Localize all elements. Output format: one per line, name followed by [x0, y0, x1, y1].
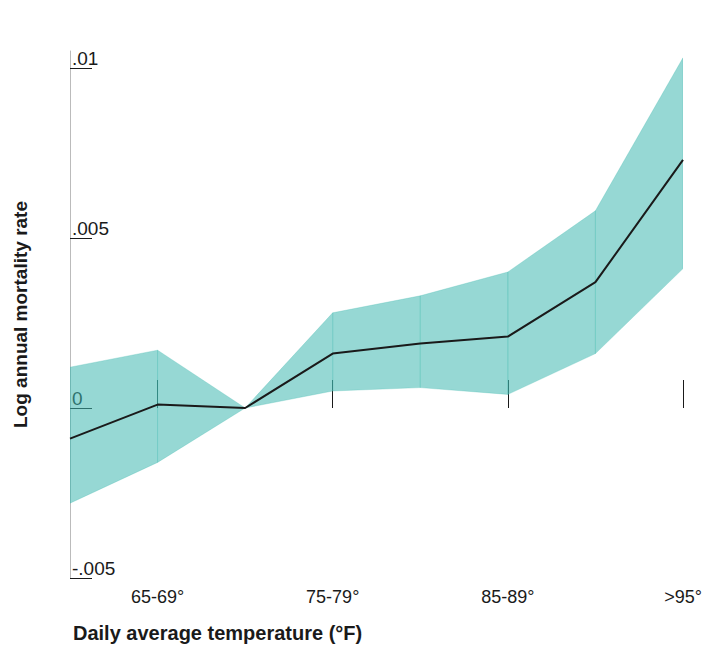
svg-text:.01: .01	[72, 48, 98, 69]
svg-text:75-79°: 75-79°	[306, 587, 359, 607]
svg-text:85-89°: 85-89°	[481, 587, 534, 607]
svg-text:.005: .005	[72, 218, 109, 239]
svg-text:-.005: -.005	[72, 558, 115, 579]
svg-text:65-69°: 65-69°	[131, 587, 184, 607]
svg-text:>95°: >95°	[664, 587, 702, 607]
svg-text:Log annual mortality rate: Log annual mortality rate	[10, 201, 31, 428]
svg-text:Daily average temperature (°F): Daily average temperature (°F)	[73, 622, 362, 644]
